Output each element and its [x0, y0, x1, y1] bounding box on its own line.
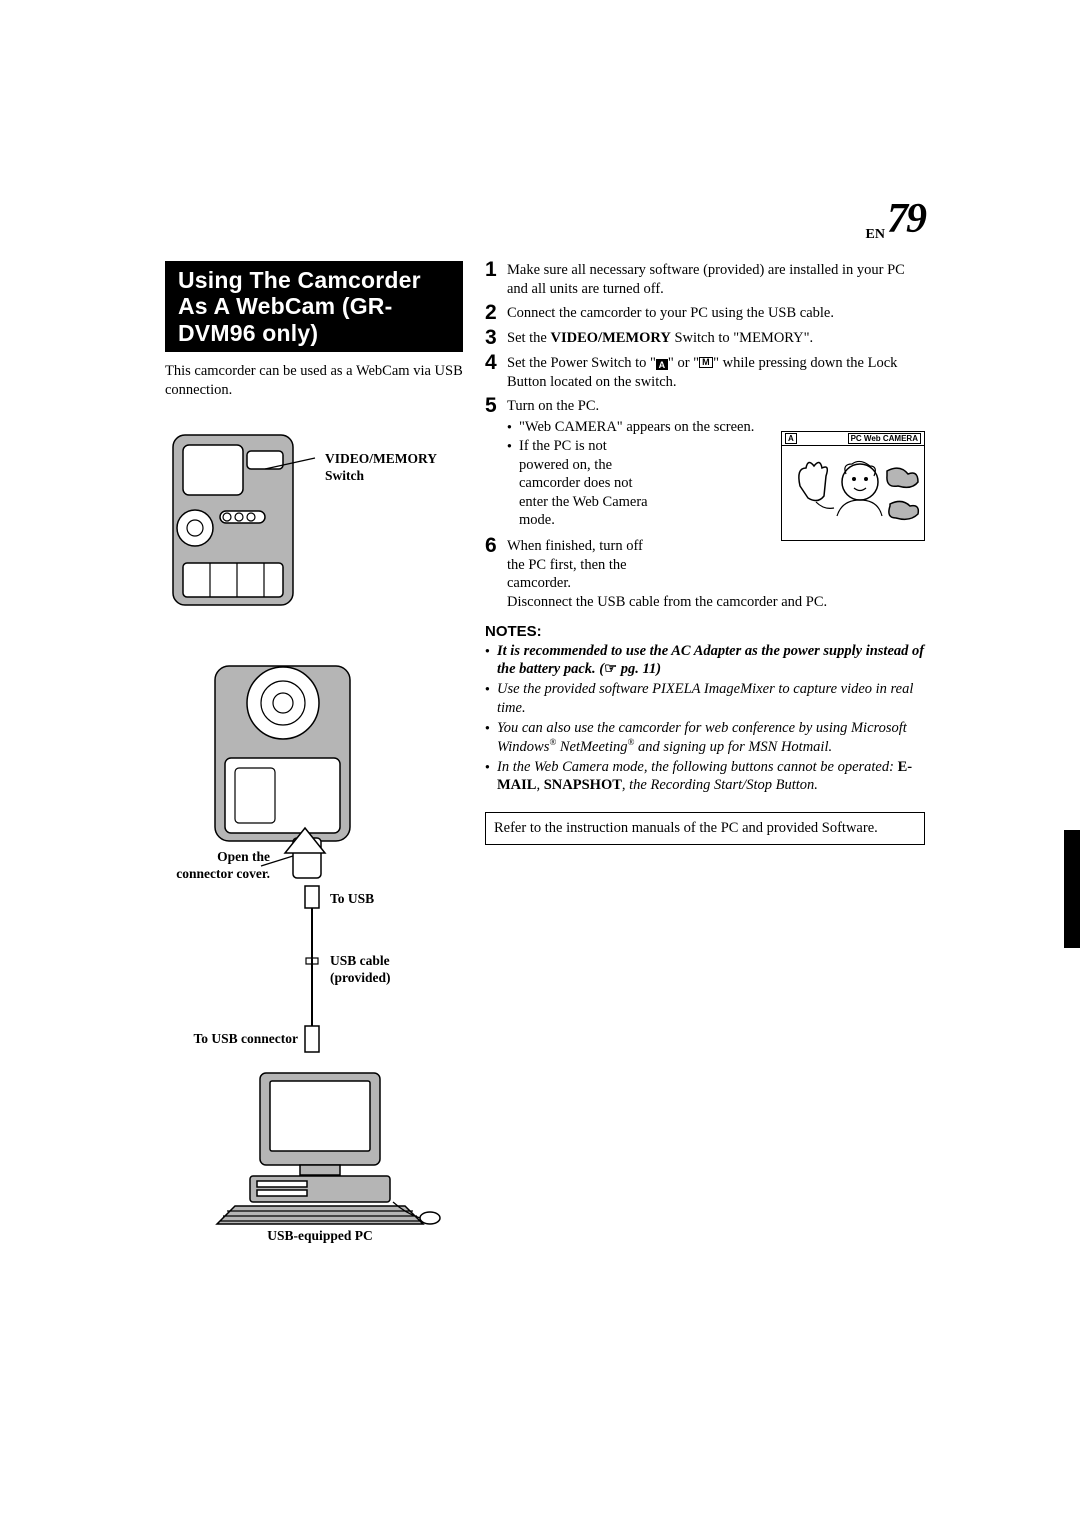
right-column: 1 Make sure all necessary software (prov…: [485, 261, 925, 1233]
note-3: You can also use the camcorder for web c…: [485, 719, 925, 756]
side-tab: [1064, 830, 1080, 948]
two-column-layout: Using The Camcorder As A WebCam (GR-DVM9…: [165, 261, 925, 1233]
page-ref-icon: ☞: [604, 661, 617, 677]
usb-cable-label: USB cable (provided): [330, 953, 391, 985]
manual-mode-icon: [699, 357, 713, 368]
step-6-text-b: Disconnect the USB cable from the camcor…: [507, 593, 925, 612]
step-num-2: 2: [485, 302, 507, 323]
step-2: 2 Connect the camcorder to your PC using…: [485, 304, 925, 323]
notes-list: It is recommended to use the AC Adapter …: [485, 642, 925, 794]
note-4: In the Web Camera mode, the following bu…: [485, 758, 925, 794]
notes-heading: NOTES:: [485, 623, 925, 640]
step-num-1: 1: [485, 259, 507, 298]
step-5: 5 Turn on the PC. "Web CAMERA" appears o…: [485, 397, 925, 531]
step-6: 6 When finished, turn off the PC first, …: [485, 537, 925, 611]
page-header: EN79: [165, 195, 925, 243]
step-3-text: Set the VIDEO/MEMORY Switch to "MEMORY".: [507, 329, 925, 348]
step-num-3: 3: [485, 327, 507, 348]
step-num-4: 4: [485, 352, 507, 391]
page-content: EN79 Using The Camcorder As A WebCam (GR…: [165, 195, 925, 1233]
step-6-text-a: When finished, turn off the PC first, th…: [507, 537, 657, 593]
step-num-5: 5: [485, 395, 507, 531]
step-2-text: Connect the camcorder to your PC using t…: [507, 304, 925, 323]
screen-badge-mode: PC Web CAMERA: [848, 433, 921, 444]
video-memory-switch-label: VIDEO/MEMORY Switch: [325, 451, 437, 483]
section-title: Using The Camcorder As A WebCam (GR-DVM9…: [178, 267, 453, 346]
step-6-body: When finished, turn off the PC first, th…: [507, 537, 925, 611]
page-lang: EN: [866, 227, 885, 242]
screen-badge-a: A: [785, 433, 797, 444]
left-column: Using The Camcorder As A WebCam (GR-DVM9…: [165, 261, 463, 1233]
step-5-sub2: If the PC is not powered on, the camcord…: [507, 437, 657, 530]
connection-diagram-icon: [165, 658, 463, 1233]
diagram-area: VIDEO/MEMORY Switch: [165, 423, 463, 1233]
section-title-box: Using The Camcorder As A WebCam (GR-DVM9…: [165, 261, 463, 352]
open-cover-label: Open the connector cover.: [165, 849, 270, 881]
to-usb-connector-label: To USB connector: [173, 1031, 298, 1047]
waving-person-icon: [782, 446, 924, 540]
step-4-text: Set the Power Switch to "A" or "" while …: [507, 354, 925, 391]
step-3: 3 Set the VIDEO/MEMORY Switch to "MEMORY…: [485, 329, 925, 348]
auto-mode-icon: A: [656, 359, 668, 370]
camcorder-top-icon: [165, 423, 320, 618]
note-1: It is recommended to use the AC Adapter …: [485, 642, 925, 678]
step-4: 4 Set the Power Switch to "A" or "" whil…: [485, 354, 925, 391]
step-num-6: 6: [485, 535, 507, 611]
to-usb-label: To USB: [330, 891, 374, 907]
step-5-text: Turn on the PC.: [507, 398, 599, 414]
screen-illustration: A PC Web CAMERA: [781, 431, 925, 541]
refer-box: Refer to the instruction manuals of the …: [485, 812, 925, 845]
step-1: 1 Make sure all necessary software (prov…: [485, 261, 925, 298]
note-2: Use the provided software PIXELA ImageMi…: [485, 680, 925, 716]
step-1-text: Make sure all necessary software (provid…: [507, 261, 925, 298]
screen-header: A PC Web CAMERA: [782, 432, 924, 446]
usb-pc-label: USB-equipped PC: [255, 1228, 385, 1244]
intro-text: This camcorder can be used as a WebCam v…: [165, 362, 463, 399]
page-number: 79: [887, 196, 925, 242]
